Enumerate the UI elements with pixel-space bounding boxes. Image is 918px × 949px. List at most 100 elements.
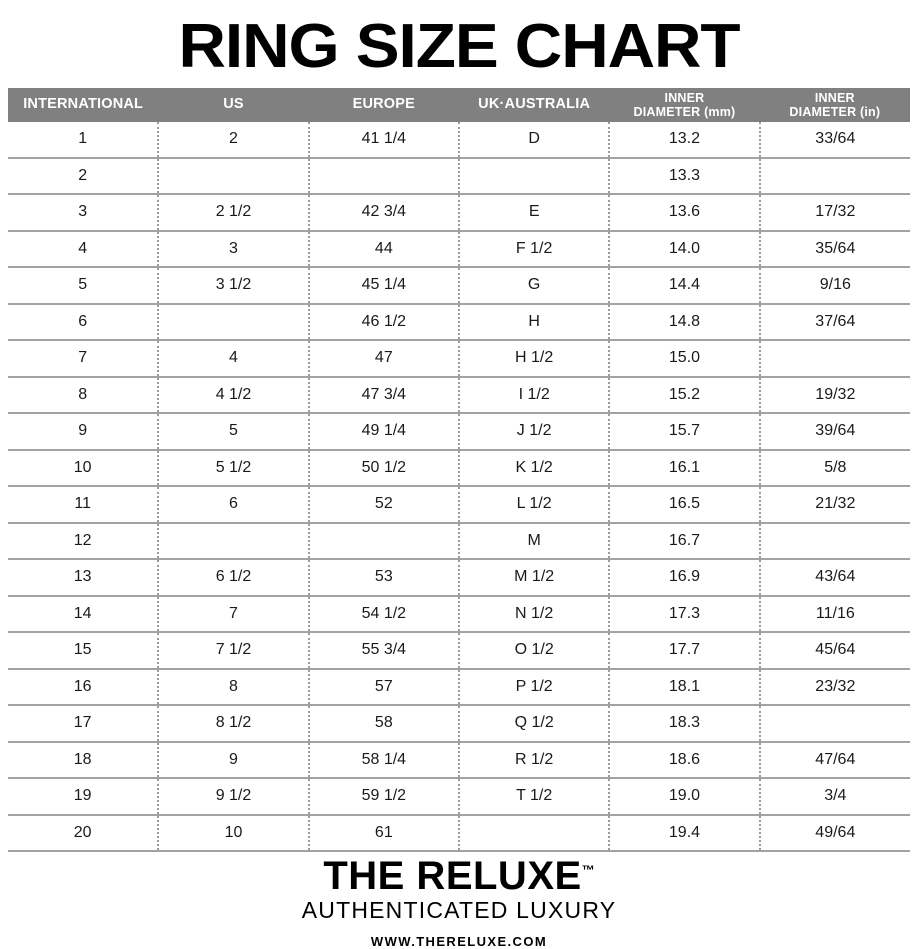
cell-us [158, 522, 310, 560]
cell-us: 9 1/2 [158, 778, 310, 816]
table-row: 20 10 61 19.4 49/64 [8, 814, 910, 852]
cell-uk-australia: J 1/2 [458, 413, 611, 451]
cell-uk-australia: Q 1/2 [458, 705, 611, 743]
table-row: 13 6 1/2 53 M 1/2 16.9 43/64 [8, 559, 910, 597]
cell-europe: 45 1/4 [308, 267, 460, 305]
cell-us: 2 1/2 [158, 194, 310, 232]
page-title: RING SIZE CHART [178, 12, 740, 81]
brand-name: THE RELUXE™ [323, 854, 595, 898]
cell-inner-diameter-in: 9/16 [759, 267, 910, 305]
cell-inner-diameter-in: 47/64 [759, 741, 910, 779]
cell-inner-diameter-in: 37/64 [759, 303, 910, 341]
cell-international: 3 [8, 194, 160, 232]
table-row: 10 5 1/2 50 1/2 K 1/2 16.1 5/8 [8, 449, 910, 487]
cell-uk-australia: N 1/2 [458, 595, 611, 633]
cell-inner-diameter-in: 21/32 [759, 486, 910, 524]
header-line-1: US [223, 96, 244, 113]
cell-inner-diameter-in: 19/32 [759, 376, 910, 414]
cell-inner-diameter-in [759, 705, 910, 743]
cell-inner-diameter-mm: 16.1 [609, 449, 761, 487]
table-row: 15 7 1/2 55 3/4 O 1/2 17.7 45/64 [8, 632, 910, 670]
cell-international: 19 [8, 778, 160, 816]
cell-us: 4 [158, 340, 310, 378]
cell-us: 5 1/2 [158, 449, 310, 487]
header-line-1: INNER [664, 91, 705, 105]
cell-international: 4 [8, 230, 160, 268]
cell-uk-australia: H 1/2 [458, 340, 611, 378]
cell-uk-australia: H [458, 303, 611, 341]
cell-inner-diameter-mm: 15.2 [609, 376, 761, 414]
cell-inner-diameter-mm: 13.3 [609, 157, 761, 195]
cell-us: 8 1/2 [158, 705, 310, 743]
cell-inner-diameter-mm: 19.4 [609, 814, 761, 852]
table-row: 14 7 54 1/2 N 1/2 17.3 11/16 [8, 595, 910, 633]
cell-international: 10 [8, 449, 160, 487]
header-line-1: INNER [814, 91, 855, 105]
cell-europe: 47 3/4 [308, 376, 460, 414]
column-header-international: INTERNATIONAL [8, 88, 159, 122]
column-header-inner-diameter-in: INNER DIAMETER (in) [759, 88, 910, 122]
table-row: 7 4 47 H 1/2 15.0 [8, 340, 910, 378]
cell-inner-diameter-in: 35/64 [759, 230, 910, 268]
cell-us: 7 1/2 [158, 632, 310, 670]
cell-uk-australia: E [458, 194, 611, 232]
cell-inner-diameter-mm: 13.6 [609, 194, 761, 232]
cell-europe: 50 1/2 [308, 449, 460, 487]
cell-inner-diameter-mm: 18.6 [609, 741, 761, 779]
cell-uk-australia: D [458, 122, 611, 159]
footer-branding: THE RELUXE™ AUTHENTICATED LUXURY WWW.THE… [0, 854, 918, 949]
cell-europe: 57 [308, 668, 460, 706]
cell-europe: 55 3/4 [308, 632, 460, 670]
cell-international: 16 [8, 668, 160, 706]
cell-europe [308, 522, 460, 560]
header-line-1: EUROPE [352, 96, 416, 113]
cell-inner-diameter-in: 43/64 [759, 559, 910, 597]
cell-us: 6 1/2 [158, 559, 310, 597]
cell-inner-diameter-in [759, 157, 910, 195]
cell-uk-australia: P 1/2 [458, 668, 611, 706]
cell-inner-diameter-mm: 14.4 [609, 267, 761, 305]
cell-europe: 52 [308, 486, 460, 524]
table-body: 1 2 41 1/4 D 13.2 33/64 2 13.3 3 2 1/2 42 3/4 E 13.6… [8, 122, 910, 852]
cell-international: 20 [8, 814, 160, 852]
header-line-2: DIAMETER (in) [789, 105, 881, 119]
cell-uk-australia [458, 814, 611, 852]
size-chart-container: INTERNATIONAL US EUROPE UK·AUSTRALIA INN… [8, 88, 910, 852]
cell-inner-diameter-mm: 15.0 [609, 340, 761, 378]
cell-inner-diameter-mm: 17.7 [609, 632, 761, 670]
trademark-symbol: ™ [581, 862, 595, 878]
cell-international: 13 [8, 559, 160, 597]
cell-us: 5 [158, 413, 310, 451]
cell-inner-diameter-in [759, 522, 910, 560]
cell-international: 2 [8, 157, 160, 195]
column-header-europe: EUROPE [308, 88, 459, 122]
cell-international: 5 [8, 267, 160, 305]
cell-europe: 61 [308, 814, 460, 852]
cell-us [158, 303, 310, 341]
header-line-2: DIAMETER (mm) [633, 105, 736, 119]
brand-name-text: THE RELUXE [323, 854, 582, 898]
table-row: 4 3 44 F 1/2 14.0 35/64 [8, 230, 910, 268]
ring-size-chart-page: RING SIZE CHART INTERNATIONAL US EUROPE [8, 12, 910, 949]
cell-inner-diameter-mm: 15.7 [609, 413, 761, 451]
cell-europe: 58 [308, 705, 460, 743]
table-row: 18 9 58 1/4 R 1/2 18.6 47/64 [8, 741, 910, 779]
cell-uk-australia [458, 157, 611, 195]
cell-inner-diameter-mm: 18.1 [609, 668, 761, 706]
cell-us: 3 1/2 [158, 267, 310, 305]
cell-inner-diameter-in: 3/4 [759, 778, 910, 816]
table-row: 2 13.3 [8, 157, 910, 195]
cell-europe: 59 1/2 [308, 778, 460, 816]
cell-international: 17 [8, 705, 160, 743]
cell-us [158, 157, 310, 195]
table-row: 17 8 1/2 58 Q 1/2 18.3 [8, 705, 910, 743]
cell-europe: 42 3/4 [308, 194, 460, 232]
column-header-inner-diameter-mm: INNER DIAMETER (mm) [609, 88, 760, 122]
cell-europe: 46 1/2 [308, 303, 460, 341]
cell-inner-diameter-in: 45/64 [759, 632, 910, 670]
cell-us: 3 [158, 230, 310, 268]
cell-international: 6 [8, 303, 160, 341]
cell-uk-australia: L 1/2 [458, 486, 611, 524]
